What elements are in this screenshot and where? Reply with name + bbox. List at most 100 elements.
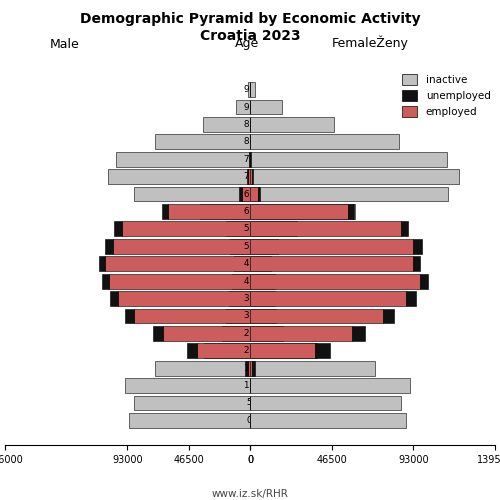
- Bar: [113, 239, 250, 254]
- Bar: [250, 117, 334, 132]
- Text: 15: 15: [242, 364, 258, 372]
- Bar: [250, 186, 258, 202]
- Bar: [250, 360, 374, 376]
- Bar: [229, 291, 250, 306]
- Bar: [98, 256, 105, 271]
- Text: 45: 45: [242, 259, 258, 268]
- Text: 25: 25: [242, 329, 258, 338]
- Bar: [200, 204, 250, 219]
- Text: 5: 5: [244, 398, 256, 407]
- Bar: [155, 134, 250, 150]
- Bar: [250, 308, 384, 324]
- Bar: [250, 308, 276, 324]
- Text: 70: 70: [242, 172, 258, 181]
- Bar: [204, 344, 250, 358]
- Bar: [420, 274, 428, 288]
- Bar: [352, 326, 365, 340]
- Text: 10: 10: [242, 381, 258, 390]
- Bar: [252, 360, 255, 376]
- Bar: [109, 274, 250, 288]
- Bar: [250, 326, 284, 340]
- Bar: [250, 413, 406, 428]
- Text: 55: 55: [242, 224, 258, 234]
- Bar: [245, 360, 248, 376]
- Bar: [129, 413, 250, 428]
- Bar: [236, 100, 250, 114]
- Bar: [239, 186, 242, 202]
- Text: 40: 40: [242, 276, 258, 285]
- Bar: [234, 256, 250, 271]
- Bar: [134, 396, 250, 410]
- Bar: [250, 378, 410, 393]
- Bar: [248, 82, 250, 97]
- Text: 85: 85: [242, 120, 258, 129]
- Text: 80: 80: [242, 138, 258, 146]
- Text: Male: Male: [50, 38, 80, 51]
- Bar: [250, 239, 278, 254]
- Bar: [232, 274, 250, 288]
- Bar: [222, 326, 250, 340]
- Bar: [122, 222, 250, 236]
- Bar: [118, 291, 250, 306]
- Bar: [315, 344, 330, 358]
- Bar: [202, 117, 250, 132]
- Bar: [152, 326, 163, 340]
- Bar: [248, 360, 250, 376]
- Text: 0: 0: [244, 416, 256, 425]
- Bar: [125, 308, 134, 324]
- Text: 65: 65: [242, 190, 258, 198]
- Bar: [401, 222, 408, 236]
- Bar: [414, 256, 420, 271]
- Bar: [250, 222, 298, 236]
- Bar: [250, 274, 274, 288]
- Text: 90: 90: [242, 102, 258, 112]
- Bar: [258, 186, 260, 202]
- Text: Demographic Pyramid by Economic Activity
Croatia 2023: Demographic Pyramid by Economic Activity…: [80, 12, 420, 42]
- Bar: [110, 291, 118, 306]
- Bar: [250, 170, 459, 184]
- Bar: [250, 256, 271, 271]
- Bar: [250, 82, 256, 97]
- Legend: inactive, unemployed, employed: inactive, unemployed, employed: [398, 70, 494, 122]
- Text: www.iz.sk/RHR: www.iz.sk/RHR: [212, 490, 288, 500]
- Bar: [250, 360, 252, 376]
- Bar: [250, 204, 348, 219]
- Bar: [250, 326, 352, 340]
- Text: 20: 20: [242, 346, 258, 355]
- Bar: [116, 152, 250, 166]
- Bar: [247, 170, 248, 184]
- Bar: [226, 222, 250, 236]
- Bar: [250, 170, 252, 184]
- Bar: [230, 239, 250, 254]
- Bar: [250, 344, 316, 358]
- Bar: [250, 100, 282, 114]
- Bar: [250, 274, 420, 288]
- Bar: [242, 186, 250, 202]
- Text: 60: 60: [242, 207, 258, 216]
- Bar: [250, 396, 401, 410]
- Bar: [168, 204, 250, 219]
- Bar: [125, 378, 250, 393]
- Bar: [162, 204, 168, 219]
- Bar: [252, 170, 254, 184]
- Bar: [348, 204, 354, 219]
- Bar: [188, 344, 198, 358]
- Text: 75: 75: [242, 155, 258, 164]
- Bar: [134, 186, 250, 202]
- Bar: [155, 360, 250, 376]
- Bar: [250, 222, 401, 236]
- Bar: [250, 134, 400, 150]
- Bar: [102, 274, 109, 288]
- Bar: [106, 239, 113, 254]
- Bar: [250, 291, 274, 306]
- Bar: [198, 344, 250, 358]
- Bar: [105, 256, 250, 271]
- Bar: [250, 204, 356, 219]
- Bar: [248, 170, 250, 184]
- Bar: [226, 308, 250, 324]
- Bar: [250, 256, 414, 271]
- Bar: [134, 308, 250, 324]
- Text: Age: Age: [236, 38, 260, 51]
- Bar: [384, 308, 394, 324]
- Bar: [249, 152, 250, 166]
